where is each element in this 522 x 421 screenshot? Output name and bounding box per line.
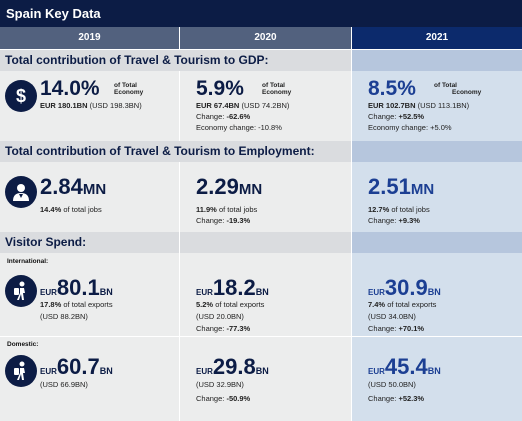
visitor-heading-bg [0, 232, 179, 253]
gdp-2021-value: EUR 102.7BN (USD 113.1BN) [368, 101, 470, 110]
gdp-2019-of-total: of Total Economy [114, 82, 144, 96]
gdp-2020-value: EUR 67.4BN (USD 74.2BN) [196, 101, 290, 110]
dollar-icon: $ [5, 80, 37, 112]
intl-2019-value: EUR80.1BN [40, 275, 113, 300]
gdp-heading-bg-2021 [352, 50, 522, 71]
page-title: Spain Key Data [0, 0, 522, 27]
traveler-icon [5, 355, 37, 387]
intl-2021-change: Change: +70.1% [368, 324, 425, 333]
intl-2020-pct: 5.2% of total exports [196, 300, 265, 309]
dom-2020-change: Change: -50.9% [196, 394, 251, 403]
emp-2019-pct: 14.4% of total jobs [40, 205, 102, 214]
dom-2019-usd: (USD 66.9BN) [40, 380, 88, 389]
gdp-2020-econ-change: Economy change: -10.8% [196, 123, 282, 132]
emp-heading-bg [0, 141, 351, 162]
dom-2020-value: EUR29.8BN [196, 354, 269, 379]
domestic-label: Domestic: [7, 341, 39, 348]
intl-2021-pct: 7.4% of total exports [368, 300, 437, 309]
emp-2021-value: 2.51MN [368, 174, 435, 199]
emp-2020-value: 2.29MN [196, 174, 263, 199]
emp-2020-change: Change: -19.3% [196, 216, 251, 225]
year-header-2019: 2019 [0, 27, 179, 49]
intl-2020-usd: (USD 20.0BN) [196, 312, 244, 321]
emp-2021-pct: 12.7% of total jobs [368, 205, 430, 214]
year-header-2020: 2020 [180, 27, 351, 49]
intl-2020-change: Change: -77.3% [196, 324, 251, 333]
gdp-heading-bg [0, 50, 351, 71]
emp-2021-change: Change: +9.3% [368, 216, 420, 225]
gdp-2021-pct: 8.5% [368, 77, 416, 100]
gdp-2020-pct: 5.9% [196, 77, 244, 100]
employment-heading: Total contribution of Travel & Tourism t… [5, 144, 315, 158]
dom-2021-usd: (USD 50.0BN) [368, 380, 416, 389]
svg-text:$: $ [16, 86, 26, 106]
emp-2020-cell [180, 162, 351, 232]
emp-2020-pct: 11.9% of total jobs [196, 205, 258, 214]
gdp-2019-value: EUR 180.1BN (USD 198.3BN) [40, 101, 142, 110]
intl-2020-value: EUR18.2BN [196, 275, 269, 300]
year-header-2021: 2021 [352, 27, 522, 49]
dom-2021-change: Change: +52.3% [368, 394, 425, 403]
intl-2021-value: EUR30.9BN [368, 275, 441, 300]
gdp-2021-cell [352, 71, 522, 141]
gdp-2020-change: Change: -62.6% [196, 112, 251, 121]
intl-2019-pct: 17.8% of total exports [40, 300, 113, 309]
visitor-2020-cell [180, 253, 351, 421]
dom-2021-value: EUR45.4BN [368, 354, 441, 379]
intl-2019-usd: (USD 88.2BN) [40, 312, 88, 321]
gdp-2021-of-total: of Total Economy [434, 82, 482, 96]
gdp-2021-change: Change: +52.5% [368, 112, 425, 121]
emp-2019-value: 2.84MN [40, 174, 107, 199]
emp-2021-cell [352, 162, 522, 232]
intl-2021-usd: (USD 34.0BN) [368, 312, 416, 321]
emp-heading-bg-2021 [352, 141, 522, 162]
gdp-2021-econ-change: Economy change: +5.0% [368, 123, 452, 132]
gdp-2019-pct: 14.0% [40, 77, 100, 100]
visitor-heading: Visitor Spend: [5, 235, 87, 249]
international-label: International: [7, 258, 49, 265]
divider [0, 336, 522, 337]
dom-2020-usd: (USD 32.9BN) [196, 380, 244, 389]
visitor-heading-bg-2020 [180, 232, 351, 253]
visitor-heading-bg-2021 [352, 232, 522, 253]
gdp-heading: Total contribution of Travel & Tourism t… [5, 53, 269, 67]
worker-icon [5, 176, 37, 208]
dom-2019-value: EUR60.7BN [40, 354, 113, 379]
gdp-2020-cell [180, 71, 351, 141]
gdp-2020-of-total: of Total Economy [262, 82, 292, 96]
traveler-icon [5, 275, 37, 307]
visitor-2021-cell [352, 253, 522, 421]
